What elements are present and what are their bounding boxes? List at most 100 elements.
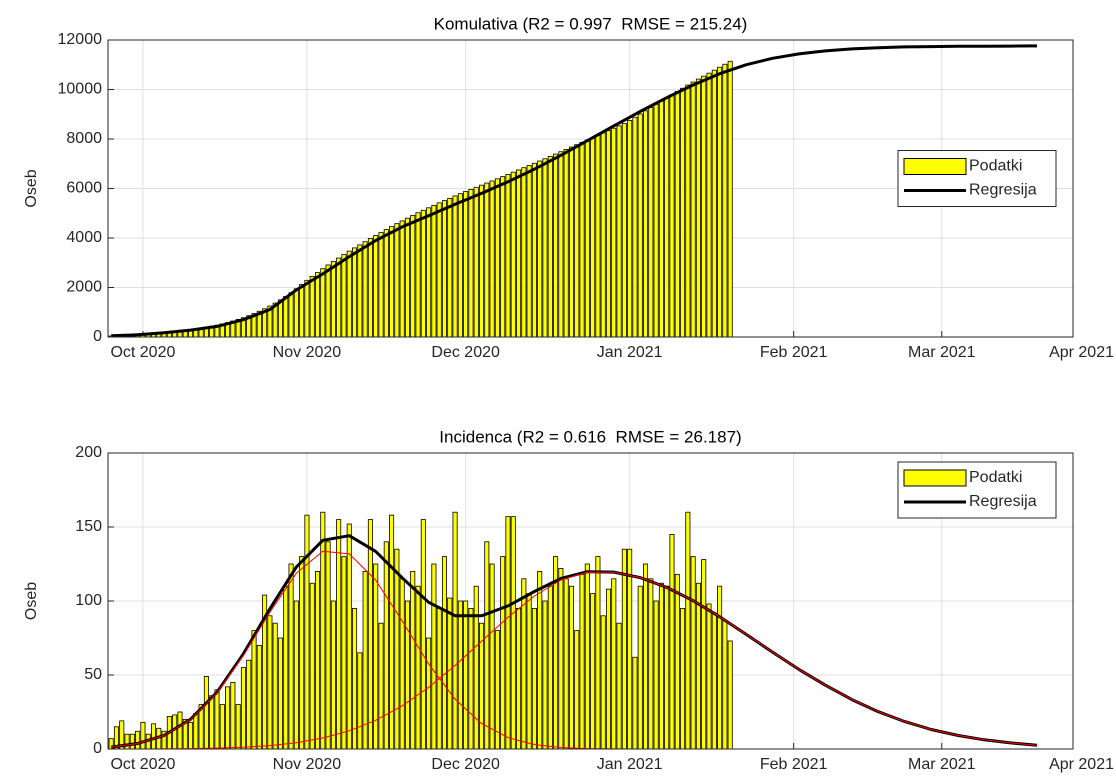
bar [711, 612, 717, 750]
bar [357, 652, 363, 750]
x-tick-label: Mar 2021 [908, 756, 976, 773]
bar [325, 264, 331, 338]
x-tick-label: Nov 2020 [273, 756, 342, 773]
bar [500, 556, 506, 750]
subplot: 0 2000 4000 6000 8000 10000 12000 Oct 2020 Nov 2… [23, 14, 1114, 361]
bar [283, 585, 289, 750]
bar [314, 571, 321, 750]
bar [140, 721, 146, 750]
bar [621, 548, 627, 750]
bar [500, 176, 506, 338]
legend-label: Regresija [969, 182, 1037, 199]
bar [595, 556, 601, 750]
bar [643, 110, 649, 338]
bar [526, 165, 532, 338]
bar [722, 619, 728, 750]
y-tick-label: 4000 [66, 229, 102, 246]
bar [505, 516, 511, 750]
bar [410, 571, 416, 750]
x-tick-label: Oct 2020 [110, 344, 175, 361]
bar [336, 519, 342, 750]
bar [124, 733, 130, 750]
bar [219, 704, 225, 750]
bar [727, 60, 733, 338]
y-tick-label: 8000 [66, 130, 102, 147]
bar [553, 153, 559, 338]
bar [330, 600, 336, 750]
bar [521, 167, 527, 338]
bar [135, 730, 141, 750]
x-tick-label: Mar 2021 [908, 344, 976, 361]
x-tick-label: Dec 2020 [431, 756, 500, 773]
bar [341, 556, 347, 750]
axes-box [107, 452, 1074, 750]
bar [256, 645, 262, 750]
bar [283, 296, 289, 338]
bar [616, 622, 622, 750]
bar [314, 272, 321, 338]
bar [426, 637, 432, 750]
bar [637, 113, 643, 338]
bar [188, 721, 194, 750]
bar [658, 582, 664, 750]
bar [489, 180, 495, 338]
bar [680, 608, 686, 750]
bar [584, 139, 590, 338]
bar [193, 713, 199, 750]
bar [288, 563, 294, 750]
bar [389, 514, 395, 750]
y-tick-label: 100 [75, 592, 102, 609]
bar [489, 563, 495, 750]
bar [399, 220, 405, 338]
bar [383, 541, 389, 750]
bar [394, 223, 400, 338]
bar [605, 130, 612, 338]
bar [553, 556, 559, 750]
bar [510, 171, 516, 338]
bar [468, 608, 474, 750]
bar [230, 682, 236, 750]
bar [404, 217, 410, 338]
legend-label: Podatki [969, 469, 1022, 486]
y-tick-label: 0 [93, 328, 102, 345]
bar [510, 516, 516, 750]
bar [357, 244, 363, 338]
bar [664, 585, 670, 750]
y-tick-label: 6000 [66, 180, 102, 197]
bar [547, 585, 553, 750]
x-tick-label: Feb 2021 [760, 344, 828, 361]
bar [473, 585, 479, 750]
bar [309, 582, 315, 750]
bar [293, 288, 299, 338]
y-tick-label: 12000 [58, 31, 103, 48]
bar [563, 578, 569, 750]
bar [468, 188, 474, 338]
bar [605, 588, 612, 750]
y-tick-label: 50 [84, 666, 102, 683]
bar [579, 573, 585, 750]
bar [537, 571, 543, 750]
bar [711, 69, 717, 338]
bar [505, 173, 511, 338]
bar [299, 556, 305, 750]
bar [579, 141, 585, 338]
bar [394, 548, 400, 750]
bar [235, 704, 241, 750]
bar [590, 593, 596, 750]
bar [627, 548, 633, 750]
bar [172, 714, 178, 750]
bar [457, 193, 463, 338]
bar [330, 261, 336, 338]
bar [150, 723, 157, 750]
bar [309, 275, 315, 338]
bar [463, 600, 469, 750]
bar [542, 158, 548, 338]
legend-swatch [903, 158, 967, 175]
bar [531, 162, 537, 338]
bar [658, 100, 664, 338]
bar [463, 191, 469, 338]
bar [664, 97, 670, 338]
bar [558, 151, 564, 338]
bar [690, 81, 696, 338]
bar [674, 573, 680, 750]
